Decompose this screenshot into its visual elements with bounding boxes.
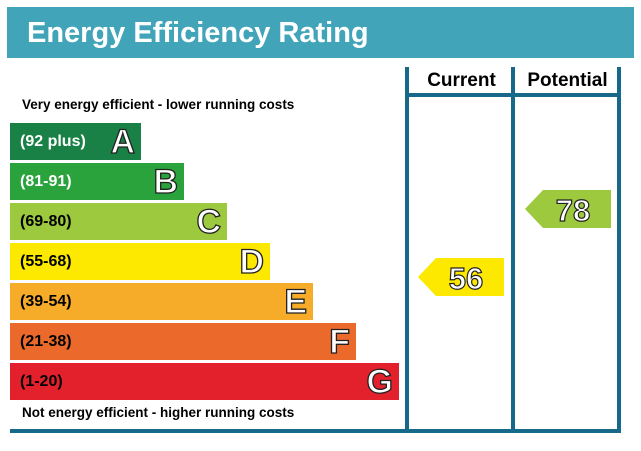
band-letter: E	[284, 282, 308, 321]
potential-rating-arrow: 78	[525, 190, 611, 229]
band-range-label: (21-38)	[20, 333, 72, 350]
inefficient-caption: Not energy efficient - higher running co…	[22, 405, 295, 420]
header-underline	[405, 93, 621, 97]
band-range-label: (39-54)	[20, 293, 72, 310]
band-range-label: (92 plus)	[20, 133, 86, 150]
band-c: (69-80) C	[10, 202, 227, 242]
page-title: Energy Efficiency Rating	[27, 17, 369, 49]
band-letter: G	[366, 362, 394, 401]
band-g: (1-20) G	[10, 362, 399, 402]
divider-right	[617, 67, 621, 433]
header-bar: Energy Efficiency Rating	[7, 7, 634, 58]
current-column-header: Current	[427, 70, 496, 91]
efficient-caption: Very energy efficient - lower running co…	[22, 97, 295, 112]
potential-column-header: Potential	[527, 70, 608, 91]
current-rating-arrow: 56	[418, 258, 504, 297]
band-letter: A	[110, 122, 136, 161]
band-letter: D	[239, 242, 265, 281]
divider-middle	[511, 67, 515, 433]
band-letter: C	[196, 202, 222, 241]
band-range-label: (55-68)	[20, 253, 72, 270]
band-a: (92 plus) A	[10, 122, 141, 162]
band-e: (39-54) E	[10, 282, 313, 322]
band-range-label: (81-91)	[20, 173, 72, 190]
band-range-label: (69-80)	[20, 213, 72, 230]
band-range-label: (1-20)	[20, 373, 63, 390]
current-rating-value: 56	[449, 261, 483, 296]
band-letter: B	[153, 162, 179, 201]
potential-rating-value: 78	[556, 193, 590, 228]
band-f: (21-38) F	[10, 322, 356, 362]
bottom-rule	[10, 429, 621, 433]
band-b: (81-91) B	[10, 162, 184, 202]
band-d: (55-68) D	[10, 242, 270, 282]
band-letter: F	[329, 322, 351, 361]
divider-left	[405, 67, 409, 433]
